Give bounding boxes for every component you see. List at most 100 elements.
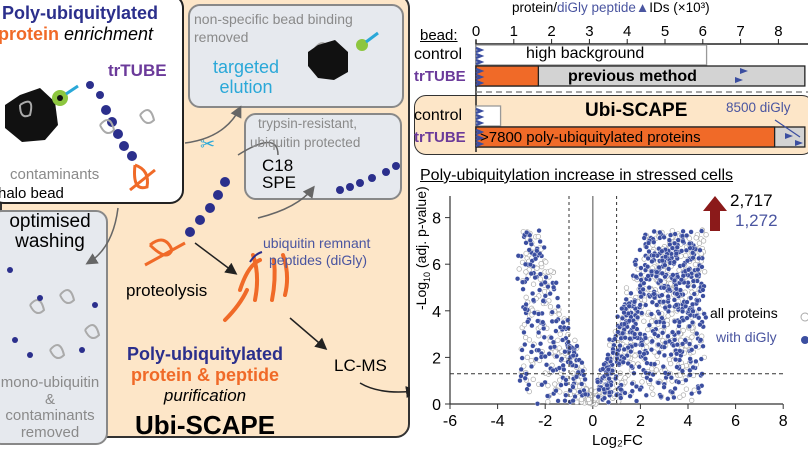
point-with-digly <box>689 319 696 326</box>
point-all-proteins <box>522 334 529 341</box>
point-with-digly <box>631 299 638 305</box>
point-with-digly <box>666 303 673 309</box>
enrichment-title: Poly-ubiquitylated <box>2 3 159 23</box>
point-with-digly <box>638 277 644 283</box>
point-all-proteins <box>623 285 630 291</box>
ubi-scape-group-label: Ubi-SCAPE <box>585 100 688 121</box>
point-all-proteins <box>545 383 551 389</box>
point-with-digly <box>657 229 663 236</box>
legend-with-digly: with diGly <box>716 329 777 345</box>
bar-x-tick-label: 6 <box>699 23 707 40</box>
point-with-digly <box>522 261 529 267</box>
point-with-digly <box>665 396 671 402</box>
point-with-digly <box>540 298 546 304</box>
y-tick-label: 8 <box>432 211 441 228</box>
point-with-digly <box>537 341 544 347</box>
point-all-proteins <box>703 232 709 238</box>
point-all-proteins <box>552 349 558 355</box>
point-all-proteins <box>541 288 548 295</box>
point-with-digly <box>673 302 679 308</box>
spe-label: SPE <box>262 173 297 192</box>
triangle-icon: ▲ <box>635 0 650 15</box>
point-with-digly <box>530 297 537 303</box>
point-with-digly <box>617 343 623 349</box>
point-with-digly <box>554 353 560 359</box>
remnant-label-1: ubiquitin remnant <box>263 235 371 251</box>
point-with-digly <box>612 375 619 382</box>
contaminants-label: contaminants <box>10 166 100 183</box>
point-with-digly <box>694 331 700 337</box>
point-with-digly <box>656 349 662 356</box>
y-tick-label: 4 <box>432 304 441 321</box>
purification-title-1: Poly-ubiquitylated <box>126 344 283 364</box>
point-with-digly <box>665 333 671 339</box>
point-all-proteins <box>523 294 529 300</box>
washing-box <box>0 210 108 445</box>
point-with-digly <box>697 322 703 328</box>
point-with-digly <box>554 295 561 301</box>
point-with-digly <box>579 381 585 387</box>
point-with-digly <box>661 285 667 291</box>
point-with-digly <box>680 228 686 234</box>
point-all-proteins <box>524 354 530 360</box>
point-with-digly <box>629 388 635 394</box>
point-with-digly <box>643 302 649 308</box>
point-all-proteins <box>552 381 558 387</box>
point-with-digly <box>527 237 533 244</box>
point-all-proteins <box>548 268 554 274</box>
lcms-label: LC-MS <box>334 356 387 375</box>
point-all-proteins <box>572 337 578 343</box>
up-count-all: 2,717 <box>730 191 773 210</box>
point-all-proteins <box>641 297 648 303</box>
point-with-digly <box>684 315 690 321</box>
point-with-digly <box>535 311 542 317</box>
x-tick-label: -6 <box>443 413 457 430</box>
point-with-digly <box>545 284 551 290</box>
point-with-digly <box>661 344 667 350</box>
point-with-digly <box>695 267 701 273</box>
point-with-digly <box>563 377 569 383</box>
point-with-digly <box>622 390 628 396</box>
point-with-digly <box>595 394 601 400</box>
point-with-digly <box>656 264 662 270</box>
point-all-proteins <box>700 238 707 244</box>
point-with-digly <box>659 257 665 264</box>
point-with-digly <box>677 348 683 354</box>
targeted-label: targeted <box>212 57 280 77</box>
point-with-digly <box>665 293 671 300</box>
point-with-digly <box>684 258 691 264</box>
point-with-digly <box>534 401 541 407</box>
peptide-fragments-icon <box>223 253 290 322</box>
point-with-digly <box>674 244 680 250</box>
row-label-control-1: control <box>414 46 463 63</box>
washing-title-2: washing <box>15 231 85 252</box>
point-with-digly <box>640 286 646 292</box>
c18-label: C18 <box>262 156 294 175</box>
point-with-digly <box>520 286 526 292</box>
point-with-digly <box>671 240 678 246</box>
point-with-digly <box>671 277 678 284</box>
point-with-digly <box>638 265 644 271</box>
point-with-digly <box>691 283 697 289</box>
point-with-digly <box>652 361 658 367</box>
point-with-digly <box>621 310 627 316</box>
point-with-digly <box>621 321 628 327</box>
point-with-digly <box>672 318 678 325</box>
point-with-digly <box>675 329 682 336</box>
point-with-digly <box>620 359 626 365</box>
point-with-digly <box>600 366 606 372</box>
elution-text-2: removed <box>194 29 249 45</box>
point-with-digly <box>562 349 568 355</box>
point-with-digly <box>595 379 601 385</box>
point-with-digly <box>651 228 657 235</box>
point-with-digly <box>633 274 639 280</box>
point-all-proteins <box>702 269 708 275</box>
point-with-digly <box>648 268 655 275</box>
point-with-digly <box>556 365 562 371</box>
point-with-digly <box>674 364 680 370</box>
point-with-digly <box>567 345 573 351</box>
point-with-digly <box>693 344 699 350</box>
point-with-digly <box>521 329 527 335</box>
point-with-digly <box>541 325 547 332</box>
point-with-digly <box>662 340 669 346</box>
